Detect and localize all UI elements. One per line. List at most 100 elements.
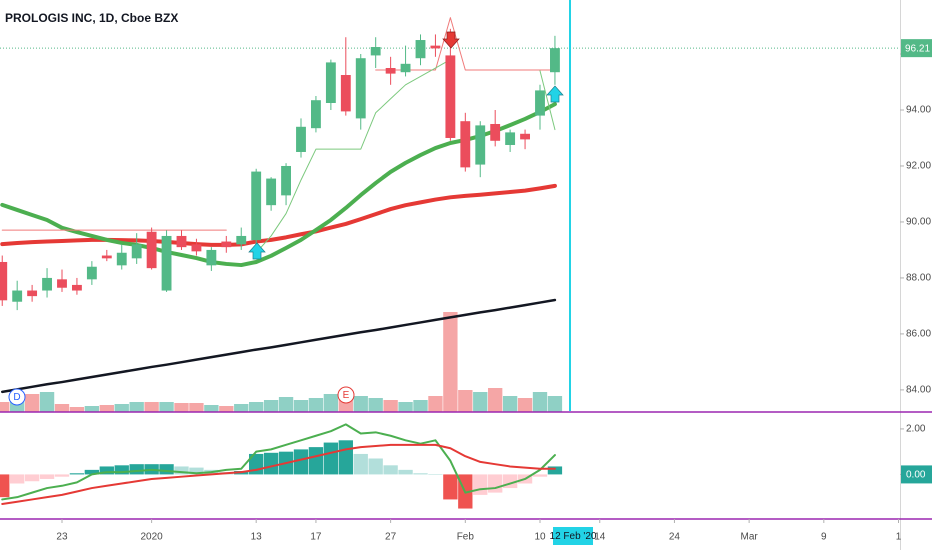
volume-bar: [99, 405, 114, 412]
axes: 84.0086.0088.0090.0092.0094.0096.0096.21…: [56, 39, 932, 543]
indicator-line: [0, 298, 557, 394]
candle-body: [116, 252, 127, 266]
candle-body: [340, 75, 351, 112]
candle-body: [191, 244, 202, 252]
last-value-box: [901, 465, 932, 484]
candle-body: [535, 90, 545, 116]
volume-bar: [204, 405, 219, 412]
histogram-bar: [10, 474, 25, 484]
indicator-line: [0, 183, 557, 247]
earnings-marker[interactable]: [337, 386, 355, 404]
volume-bar: [219, 406, 234, 412]
earnings-marker-label[interactable]: E: [343, 390, 350, 401]
candle-body: [325, 62, 336, 103]
indicator-line: [1, 423, 556, 501]
histogram-bar: [293, 449, 309, 475]
candle-body: [281, 165, 291, 196]
volume-bar: [263, 400, 279, 412]
x-tick-label: 14: [594, 532, 606, 543]
histogram-bar: [443, 474, 458, 500]
volume-bar: [308, 398, 324, 412]
histogram-bar: [368, 458, 383, 475]
y-tick-label: 94.00: [906, 105, 931, 116]
histogram-bar: [0, 474, 10, 498]
histogram-bar: [54, 474, 70, 477]
candle-body: [42, 277, 52, 291]
y-tick-label: 90.00: [906, 217, 931, 228]
volume-bar: [189, 403, 204, 412]
volume-bar: [174, 403, 189, 412]
volume-bar: [54, 404, 70, 412]
y-tick-label: 88.00: [906, 273, 931, 284]
x-tick-label: 24: [669, 532, 681, 543]
buy-signal: [546, 85, 564, 103]
x-tick-label: 13: [251, 532, 263, 543]
candle-body: [27, 290, 38, 297]
candle-body: [400, 63, 411, 73]
volume-bar: [502, 396, 518, 412]
x-tick-label: 10: [534, 532, 546, 543]
candle-body: [490, 123, 501, 141]
candle-body: [221, 241, 232, 248]
candle-body: [72, 284, 82, 291]
histogram-bar: [174, 466, 189, 475]
candle-body: [370, 47, 381, 56]
volume-bar: [249, 402, 264, 412]
histogram-bar: [129, 464, 144, 475]
candle-body: [161, 235, 172, 291]
candle-body: [296, 126, 306, 152]
histogram-bar: [413, 473, 428, 475]
histogram-bar: [24, 474, 40, 482]
histogram-bar: [69, 473, 85, 475]
volume-bar: [517, 398, 533, 412]
candle-body: [355, 58, 366, 119]
dividend-marker[interactable]: [8, 388, 26, 406]
candle-body: [520, 133, 530, 140]
candle-body: [475, 125, 486, 165]
last-value-label: 0.00: [906, 470, 926, 481]
candle-body: [430, 45, 441, 49]
histogram-bar: [398, 469, 413, 475]
price-pane: [0, 17, 900, 412]
volume-bar: [293, 400, 309, 412]
volume-bar: [278, 397, 294, 412]
candle-body: [550, 48, 560, 73]
candle-body: [57, 279, 67, 288]
volume-bar: [473, 392, 488, 412]
macd-pane: [0, 423, 563, 509]
x-tick-label: 2020: [140, 532, 163, 543]
volume-bar: [488, 388, 503, 412]
dividend-marker-label[interactable]: D: [13, 392, 20, 403]
y-tick-label: 2.00: [906, 424, 926, 435]
candle-body: [266, 178, 277, 206]
candle-body: [131, 244, 142, 259]
histogram-bar: [323, 442, 339, 475]
x-tick-label: Mar: [741, 532, 759, 543]
histogram-bar: [383, 465, 398, 475]
histogram-bar: [473, 474, 488, 495]
volume-bar: [458, 390, 473, 412]
histogram-bar: [114, 465, 129, 475]
volume-bar: [323, 394, 339, 412]
x-tick-label: 17: [310, 532, 322, 543]
candle-body: [445, 55, 456, 138]
histogram-bar: [338, 440, 353, 475]
histogram-bar: [99, 466, 114, 475]
volume-bar: [353, 396, 368, 412]
histogram-bar: [353, 453, 368, 475]
volume-bar: [532, 392, 548, 412]
volume-bar: [0, 402, 10, 412]
histogram-bar: [39, 474, 55, 479]
histogram-bar: [189, 467, 204, 475]
candle-body: [415, 40, 426, 59]
y-tick-label: 86.00: [906, 329, 931, 340]
indicator-line: [255, 59, 556, 254]
histogram-bar: [532, 474, 548, 477]
histogram-bar: [263, 452, 279, 475]
x-tick-label: 1: [896, 532, 902, 543]
candle-body: [311, 100, 321, 129]
histogram-bar: [547, 466, 563, 475]
x-tick-label: Feb: [457, 532, 475, 543]
y-tick-label: 84.00: [906, 385, 931, 396]
